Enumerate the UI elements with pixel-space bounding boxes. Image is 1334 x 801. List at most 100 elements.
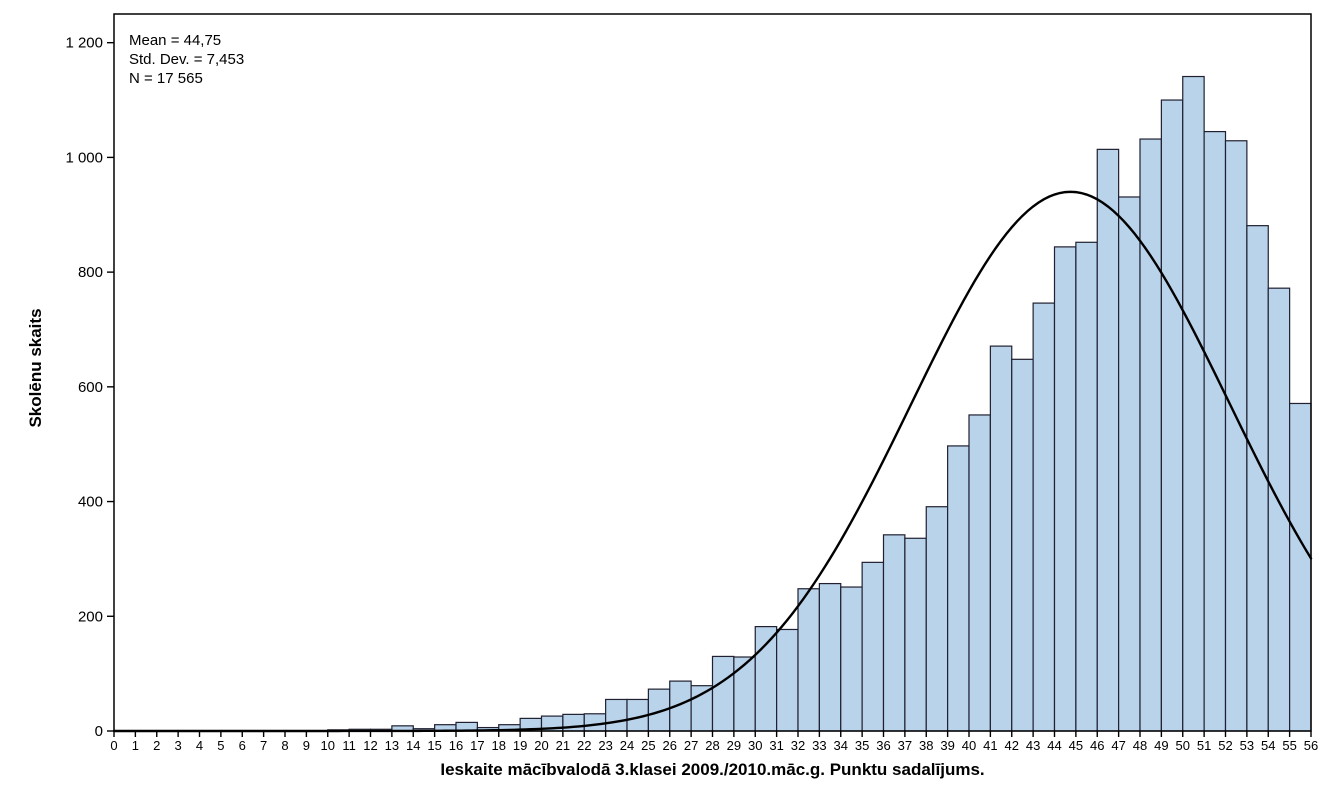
- x-tick-label: 41: [983, 738, 997, 753]
- x-tick-label: 32: [791, 738, 805, 753]
- x-tick-label: 20: [534, 738, 548, 753]
- x-tick-label: 38: [919, 738, 933, 753]
- y-tick-label: 200: [78, 608, 103, 625]
- x-tick-label: 43: [1026, 738, 1040, 753]
- x-tick-label: 27: [684, 738, 698, 753]
- x-tick-label: 25: [641, 738, 655, 753]
- stats-annotation: Mean = 44,75 Std. Dev. = 7,453 N = 17 56…: [129, 31, 244, 88]
- x-tick-label: 23: [598, 738, 612, 753]
- x-tick-label: 30: [748, 738, 762, 753]
- y-tick-label: 600: [78, 379, 103, 396]
- x-tick-label: 19: [513, 738, 527, 753]
- y-tick-label: 400: [78, 494, 103, 511]
- histogram-bar: [1096, 148, 1120, 732]
- normal-curve: [112, 190, 1313, 733]
- x-tick-label: 55: [1282, 738, 1296, 753]
- x-tick-label: 6: [239, 738, 246, 753]
- x-tick-label: 0: [110, 738, 117, 753]
- histogram-bar: [1139, 138, 1162, 732]
- y-tick-label: 1 200: [65, 35, 103, 52]
- histogram-bar: [1203, 130, 1227, 732]
- x-tick-label: 12: [363, 738, 377, 753]
- x-tick-label: 21: [556, 738, 570, 753]
- x-tick-label: 36: [876, 738, 890, 753]
- y-tick-label: 1 000: [65, 149, 103, 166]
- histogram-bar: [904, 537, 927, 732]
- x-tick-label: 52: [1218, 738, 1232, 753]
- x-tick-label: 29: [727, 738, 741, 753]
- histogram-bar: [989, 345, 1013, 732]
- x-tick-label: 28: [705, 738, 719, 753]
- histogram-bar: [1267, 287, 1291, 732]
- histogram-bar: [818, 582, 842, 732]
- stat-mean: Mean = 44,75: [129, 32, 222, 49]
- histogram-bar: [968, 414, 991, 732]
- histogram-bar: [1182, 75, 1205, 732]
- x-tick-label: 49: [1154, 738, 1168, 753]
- x-tick-label: 37: [898, 738, 912, 753]
- histogram-bar: [690, 685, 714, 732]
- y-axis-title: Skolēnu skaits: [26, 308, 45, 428]
- x-tick-label: 14: [406, 738, 420, 753]
- stat-stddev: Std. Dev. = 7,453: [129, 51, 245, 68]
- x-tick-label: 8: [281, 738, 288, 753]
- x-tick-label: 48: [1133, 738, 1147, 753]
- histogram-bar: [1011, 358, 1034, 732]
- histogram-bar: [733, 656, 756, 732]
- x-tick-label: 33: [812, 738, 826, 753]
- histogram-bar: [583, 713, 607, 732]
- x-tick-label: 22: [577, 738, 591, 753]
- x-tick-label: 26: [663, 738, 677, 753]
- x-tick-label: 56: [1304, 738, 1318, 753]
- histogram-bar: [776, 628, 799, 732]
- x-tick-label: 17: [470, 738, 484, 753]
- x-tick-label: 34: [834, 738, 848, 753]
- x-tick-label: 54: [1261, 738, 1275, 753]
- x-tick-label: 15: [427, 738, 441, 753]
- x-axis-title: Ieskaite mācībvalodā 3.klasei 2009./2010…: [440, 760, 985, 779]
- histogram-bar: [1032, 302, 1056, 732]
- x-tick-label: 50: [1176, 738, 1190, 753]
- x-tick-label: 40: [962, 738, 976, 753]
- x-tick-label: 24: [620, 738, 634, 753]
- x-tick-label: 4: [196, 738, 203, 753]
- x-tick-label: 35: [855, 738, 869, 753]
- histogram-bar: [1246, 225, 1269, 732]
- x-tick-label: 3: [175, 738, 182, 753]
- x-tick-label: 5: [217, 738, 224, 753]
- histogram-bar: [882, 534, 906, 732]
- histogram-bar: [711, 655, 735, 732]
- x-tick-label: 44: [1047, 738, 1061, 753]
- histogram-bar: [754, 625, 778, 732]
- histogram-bar: [1289, 402, 1312, 732]
- y-tick-label: 0: [95, 723, 103, 740]
- x-tick-label: 1: [132, 738, 139, 753]
- x-tick-label: 46: [1090, 738, 1104, 753]
- histogram-bar: [1053, 246, 1077, 732]
- histogram-bar: [925, 506, 949, 732]
- x-tick-label: 2: [153, 738, 160, 753]
- histogram-bar: [605, 698, 628, 732]
- x-tick-label: 45: [1069, 738, 1083, 753]
- x-tick-label: 42: [1005, 738, 1019, 753]
- x-tick-label: 53: [1240, 738, 1254, 753]
- histogram-bar: [1075, 241, 1098, 732]
- histogram-bar: [1118, 196, 1141, 732]
- x-tick-label: 39: [940, 738, 954, 753]
- x-tick-label: 11: [342, 738, 356, 753]
- x-tick-label: 18: [492, 738, 506, 753]
- histogram-bar: [1224, 140, 1248, 732]
- x-tick-label: 16: [449, 738, 463, 753]
- histogram-bar: [840, 586, 863, 732]
- x-tick-label: 47: [1111, 738, 1125, 753]
- x-tick-label: 7: [260, 738, 267, 753]
- x-tick-label: 51: [1197, 738, 1211, 753]
- histogram-bar: [797, 588, 820, 732]
- x-tick-label: 10: [321, 738, 335, 753]
- histogram-bar: [1160, 99, 1184, 732]
- stat-n: N = 17 565: [129, 70, 203, 87]
- x-tick-label: 9: [303, 738, 310, 753]
- x-tick-label: 13: [385, 738, 399, 753]
- histogram-bar: [861, 561, 885, 732]
